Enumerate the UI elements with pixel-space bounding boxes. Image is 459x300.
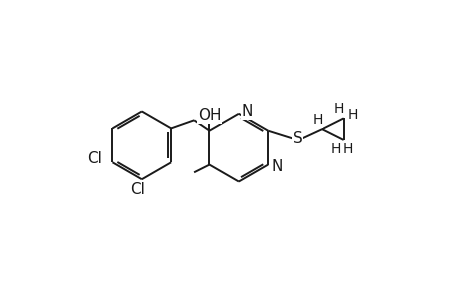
Text: N: N	[241, 104, 253, 119]
Text: S: S	[292, 131, 302, 146]
Text: Cl: Cl	[87, 151, 101, 166]
Text: H: H	[342, 142, 353, 156]
Text: H: H	[312, 113, 322, 127]
Text: H: H	[330, 142, 341, 156]
Text: Cl: Cl	[129, 182, 144, 197]
Text: OH: OH	[197, 108, 221, 123]
Text: H: H	[333, 102, 343, 116]
Text: N: N	[271, 159, 282, 174]
Text: H: H	[347, 108, 357, 122]
